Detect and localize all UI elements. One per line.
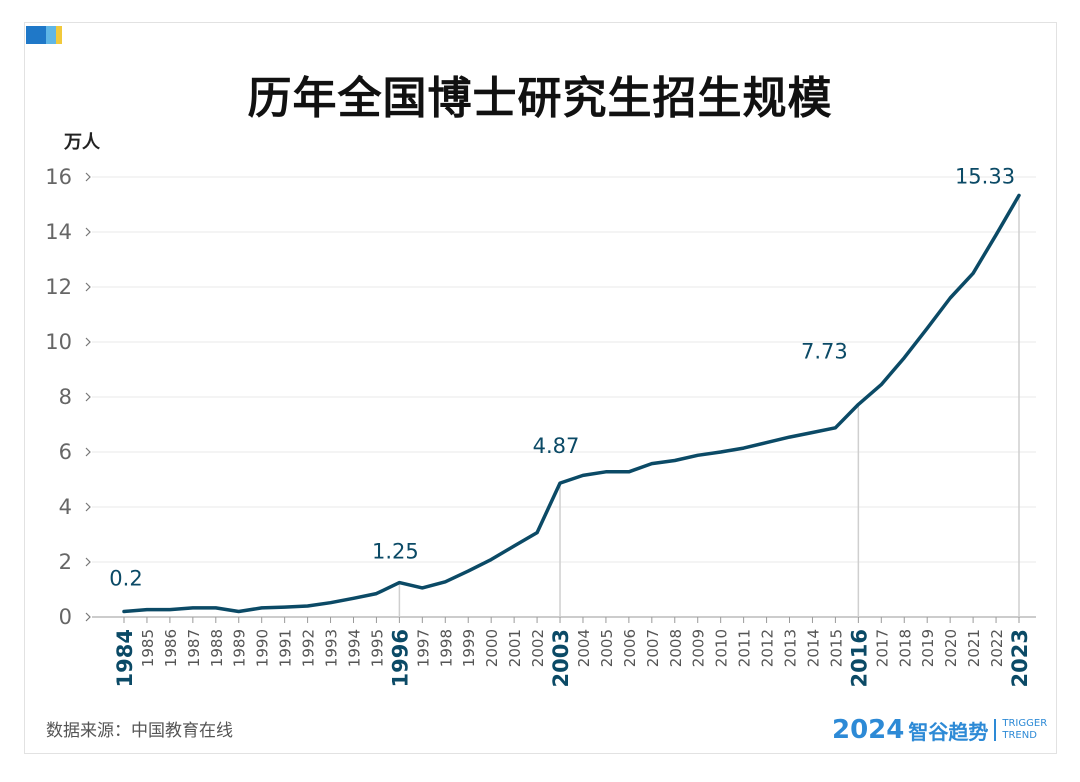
brand-english-line-2: TREND [1002,730,1037,741]
brand-accent-bar [26,26,62,44]
series-line [122,193,1021,614]
y-tick-label: 6 [59,440,72,464]
y-tick-label: 2 [59,550,72,574]
y-tick-mark [85,282,91,292]
x-tick-label: 2008 [667,629,685,667]
x-tick-label: 1995 [368,629,386,667]
y-tick-mark [85,392,91,402]
x-tick-label-highlight: 2023 [1008,629,1032,687]
y-tick-label: 10 [45,330,72,354]
y-tick-mark [85,557,91,567]
x-tick-label: 2017 [873,629,891,667]
data-label: 0.2 [109,567,142,591]
data-source: 数据来源：中国教育在线 [46,721,233,741]
x-tick-label: 2022 [988,629,1006,667]
x-tick-label: 2010 [713,629,731,667]
brand-english: TRIGGER TREND [1002,718,1047,742]
y-tick-mark [85,502,91,512]
x-tick-label: 1991 [277,629,295,667]
x-tick-label: 1999 [460,629,478,667]
x-tick-label: 2004 [575,629,593,667]
x-tick-label: 1992 [300,629,318,667]
data-label: 1.25 [372,540,419,564]
x-tick-label: 1994 [345,629,363,667]
data-label: 7.73 [801,339,848,363]
x-tick-label: 1988 [208,629,226,667]
x-tick-label: 2005 [598,629,616,667]
x-tick-label: 2020 [942,629,960,667]
x-tick-label: 2011 [736,629,754,667]
x-tick-label: 2002 [529,629,547,667]
x-tick-label: 1985 [139,629,157,667]
x-tick-label: 1998 [437,629,455,667]
x-tick-label: 1987 [185,629,203,667]
y-tick-label: 16 [45,165,72,189]
brand-name: 智谷趋势 [908,719,989,744]
x-tick-label-highlight: 1984 [113,629,137,687]
x-tick-label: 2019 [919,629,937,667]
x-tick-label: 1997 [414,629,432,667]
x-tick-label: 2000 [483,629,501,667]
y-tick-mark [85,612,91,622]
brand-separator [994,719,997,741]
x-tick-label: 2021 [965,629,983,667]
y-tick-label: 14 [45,220,72,244]
x-tick-label: 2001 [506,629,524,667]
data-label: 15.33 [955,164,1015,188]
y-tick-mark [85,337,91,347]
y-tick-label: 12 [45,275,72,299]
y-tick-mark [85,172,91,182]
brand-year: 2024 [832,715,905,745]
x-tick-label: 2009 [690,629,708,667]
x-tick-label: 1989 [231,629,249,667]
x-tick-label: 2006 [621,629,639,667]
y-axis-unit: 万人 [63,132,101,153]
x-tick-label: 1986 [162,629,180,667]
brand-logo: 2024 智谷趋势 TRIGGER TREND [832,712,1047,748]
y-tick-mark [85,447,91,457]
y-tick-label: 4 [59,495,72,519]
x-tick-label: 2018 [896,629,914,667]
chart-title: 历年全国博士研究生招生规模 [247,73,833,124]
x-tick-label: 2007 [644,629,662,667]
x-tick-label: 2012 [759,629,777,667]
chart-card [24,22,1057,754]
x-tick-label: 1990 [254,629,272,667]
data-label: 4.87 [533,434,580,458]
x-tick-label: 1993 [323,629,341,667]
y-tick-mark [85,227,91,237]
x-tick-label: 2014 [804,629,822,667]
x-tick-label-highlight: 1996 [388,629,412,687]
y-tick-label: 8 [59,385,72,409]
x-tick-label: 2013 [782,629,800,667]
x-tick-label-highlight: 2003 [549,629,573,687]
y-tick-label: 0 [59,605,72,629]
x-tick-label: 2015 [827,629,845,667]
x-tick-label-highlight: 2016 [847,629,871,687]
brand-english-line-1: TRIGGER [1002,718,1048,729]
